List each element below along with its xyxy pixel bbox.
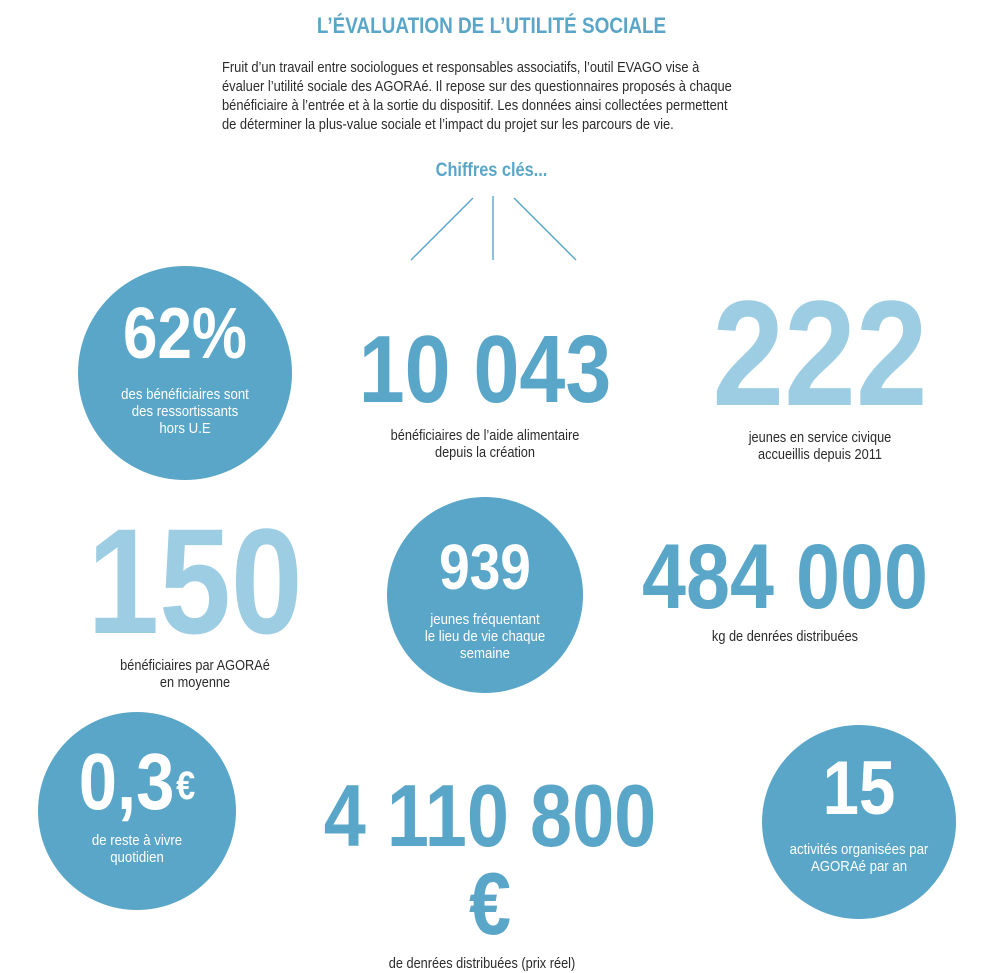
stat-circle-daily-remainder: 0,3€ de reste à vivre quotidien <box>38 712 236 910</box>
connector-lines <box>410 196 577 261</box>
stat-label-line: depuis la création <box>434 445 536 461</box>
stat-circle-foreign-beneficiaries: 62% des bénéficiaires sont des ressortis… <box>78 266 292 480</box>
stat-label-line: semaine <box>460 645 510 662</box>
stat-value: 939 <box>439 531 531 603</box>
stat-label-line: de denrées distribuées (prix réel) <box>388 956 576 972</box>
stat-value: 15 <box>822 746 896 831</box>
stat-label-line: accueillis depuis 2011 <box>758 447 882 463</box>
key-figures-heading: Chiffres clés... <box>435 160 548 181</box>
stat-beneficiaries-per-agorae: 150 bénéficiaires par AGORAé en moyenne <box>45 506 345 692</box>
page-title: L’ÉVALUATION DE L’UTILITÉ SOCIALE <box>316 13 667 38</box>
stat-label-line: activités organisées par <box>789 841 929 858</box>
stat-food-distributed-kg: 484 000 kg de denrées distribuées <box>610 531 960 646</box>
stat-label-line: kg de denrées distribuées <box>711 629 859 645</box>
stat-food-aid-beneficiaries: 10 043 bénéficiaires de l’aide alimentai… <box>330 322 640 462</box>
stat-label-line: jeunes en service civique <box>748 430 892 446</box>
stat-value: 222 <box>712 269 928 437</box>
stat-label-line: hors U.E <box>159 420 211 437</box>
stat-value-wrap: 0,3€ <box>52 742 222 822</box>
stat-label-line: en moyenne <box>159 675 231 691</box>
euro-symbol: € <box>176 764 196 808</box>
stat-value: 4 110 800 € <box>323 766 657 953</box>
stat-label-line: des ressortissants <box>131 403 239 420</box>
stat-label-line: quotidien <box>110 849 164 866</box>
stat-label-line: jeunes fréquentant <box>430 611 540 628</box>
stat-label-line: bénéficiaires de l’aide alimentaire <box>390 428 580 444</box>
intro-line: de déterminer la plus-value sociale et l… <box>222 116 674 133</box>
stat-label-line: le lieu de vie chaque <box>424 628 546 645</box>
stat-label-line: des bénéficiaires sont <box>121 386 249 403</box>
stat-value: 0,3 <box>78 737 175 826</box>
stat-food-value-euros: 4 110 800 € de denrées distribuées (prix… <box>270 772 710 973</box>
intro-paragraph: Fruit d’un travail entre sociologues et … <box>222 58 760 134</box>
intro-line: évaluer l’utilité sociale des AGORAé. Il… <box>222 78 732 95</box>
stat-value: 484 000 <box>641 526 929 628</box>
stat-label-line: de reste à vivre <box>91 832 183 849</box>
stat-label-line: AGORAé par an <box>810 858 908 875</box>
stat-value: 150 <box>87 497 303 665</box>
stat-civic-service-youth: 222 jeunes en service civique accueillis… <box>675 278 965 464</box>
stat-value: 10 043 <box>358 316 612 423</box>
stat-circle-activities: 15 activités organisées par AGORAé par a… <box>762 725 956 919</box>
intro-line: Fruit d’un travail entre sociologues et … <box>222 59 700 76</box>
stat-circle-weekly-youth: 939 jeunes fréquentant le lieu de vie ch… <box>387 497 583 693</box>
stat-value: 62% <box>123 294 247 374</box>
intro-line: bénéficiaire à l’entrée et à la sortie d… <box>222 97 728 114</box>
stat-label-line: bénéficiaires par AGORAé <box>120 658 270 674</box>
